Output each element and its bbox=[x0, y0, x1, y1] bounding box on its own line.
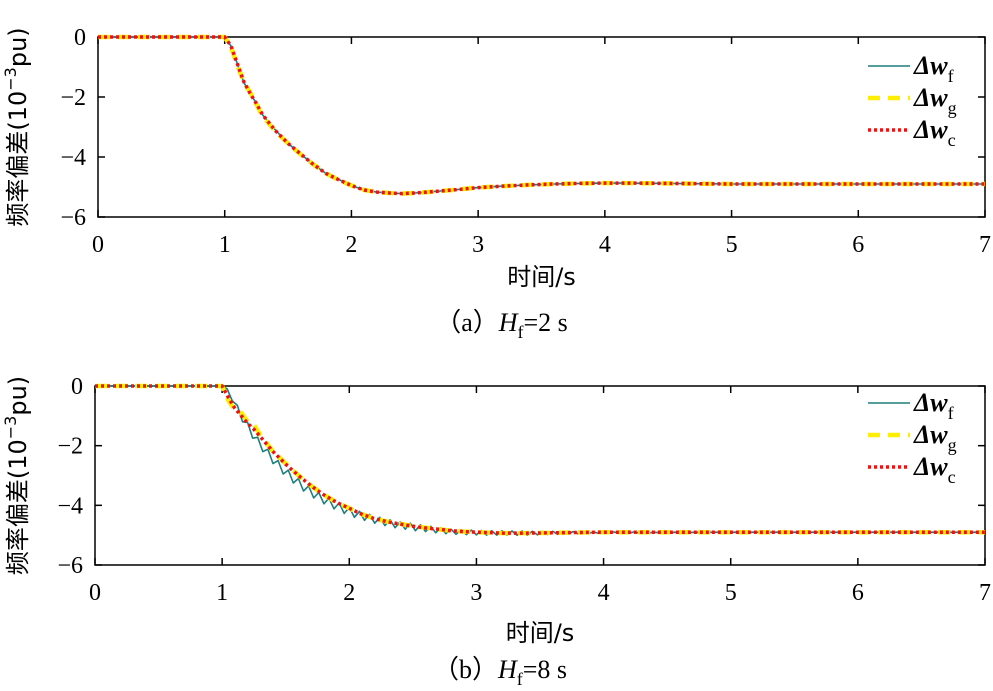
x-tick-label: 6 bbox=[852, 580, 864, 606]
plot-frame bbox=[94, 385, 986, 566]
panel-caption: （b）Hf=8 s bbox=[433, 655, 567, 689]
legend-label-g: Δwg bbox=[913, 420, 957, 455]
legend-label-c: Δwc bbox=[913, 452, 956, 487]
x-tick-label: 1 bbox=[219, 232, 231, 258]
y-tick-label: −2 bbox=[57, 434, 83, 460]
y-tick-label: −4 bbox=[60, 145, 86, 171]
series-line-f bbox=[95, 385, 985, 536]
legend-label-g: Δwg bbox=[913, 83, 957, 118]
legend-label-c: Δwc bbox=[913, 115, 956, 150]
y-tick-label: 0 bbox=[74, 25, 86, 51]
x-axis-label: 时间/s bbox=[506, 619, 575, 647]
x-tick-label: 1 bbox=[216, 580, 228, 606]
y-axis-label: 频率偏差(10−3pu) bbox=[1, 376, 32, 575]
series-line-g bbox=[95, 383, 985, 536]
x-tick-label: 2 bbox=[343, 580, 355, 606]
y-tick-label: −6 bbox=[57, 553, 83, 579]
x-axis-label: 时间/s bbox=[507, 263, 576, 291]
y-tick-label: 0 bbox=[71, 374, 83, 400]
legend-label-f: Δwf bbox=[913, 388, 954, 423]
series-line-g bbox=[98, 34, 985, 196]
x-tick-label: 4 bbox=[598, 580, 610, 606]
x-tick-label: 6 bbox=[852, 232, 864, 258]
y-axis-label: 频率偏差(10−3pu) bbox=[1, 27, 32, 226]
x-tick-label: 4 bbox=[599, 232, 611, 258]
x-tick-label: 5 bbox=[726, 232, 738, 258]
x-tick-label: 2 bbox=[345, 232, 357, 258]
x-tick-label: 0 bbox=[89, 580, 101, 606]
series-line-f bbox=[98, 36, 985, 195]
x-tick-label: 3 bbox=[470, 580, 482, 606]
series-line-c bbox=[95, 384, 985, 535]
y-tick-label: −4 bbox=[57, 493, 83, 519]
x-tick-label: 5 bbox=[725, 580, 737, 606]
y-tick-label: −6 bbox=[60, 205, 86, 231]
y-tick-label: −2 bbox=[60, 85, 86, 111]
series-line-c bbox=[98, 35, 985, 196]
plot-frame bbox=[97, 36, 986, 218]
x-tick-label: 7 bbox=[979, 232, 991, 258]
x-tick-label: 0 bbox=[92, 232, 104, 258]
x-tick-label: 7 bbox=[979, 580, 991, 606]
x-tick-label: 3 bbox=[472, 232, 484, 258]
legend-label-f: Δwf bbox=[913, 51, 954, 86]
panel-caption: （a）Hf=2 s bbox=[435, 308, 568, 342]
